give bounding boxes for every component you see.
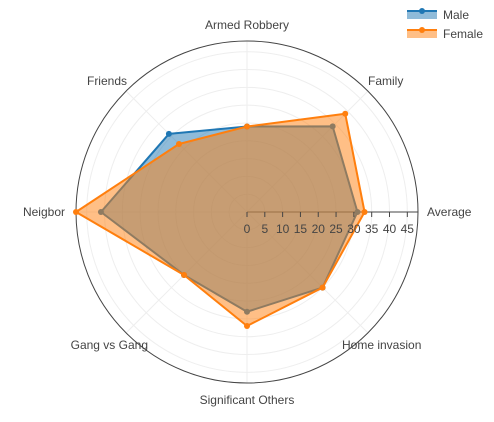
radial-tick-label: 0: [244, 222, 251, 236]
axis-label-family: Family: [368, 74, 403, 88]
radial-tick-label: 30: [347, 222, 361, 236]
data-point-female-7[interactable]: [319, 284, 326, 291]
axis-label-friends: Friends: [87, 74, 127, 88]
data-point-female-4[interactable]: [73, 209, 79, 215]
data-point-female-3[interactable]: [175, 140, 182, 147]
axis-label-neigbor: Neigbor: [23, 205, 65, 219]
data-point-female-1[interactable]: [342, 110, 349, 117]
radial-tick-label: 5: [261, 222, 268, 236]
legend-swatch: [407, 11, 437, 19]
axis-label-armed-robbery: Armed Robbery: [205, 18, 289, 32]
legend-item-male[interactable]: Male: [407, 8, 469, 22]
radial-tick-label: 20: [312, 222, 326, 236]
radial-tick-label: 40: [383, 222, 397, 236]
legend[interactable]: Male Female: [407, 8, 483, 41]
data-point-female-6[interactable]: [244, 323, 250, 329]
legend-label: Male: [443, 8, 469, 22]
legend-label: Female: [443, 27, 483, 41]
data-point-female-2[interactable]: [244, 123, 250, 130]
axis-label-gang-vs-gang: Gang vs Gang: [71, 338, 148, 352]
legend-item-female[interactable]: Female: [407, 27, 483, 41]
axis-label-significant-others: Significant Others: [200, 393, 295, 407]
angular-axis-labels: Average Family Armed Robbery Friends Neigbor…: [23, 18, 472, 407]
axis-label-average: Average: [427, 205, 472, 219]
legend-marker: [419, 27, 425, 33]
legend-marker: [419, 8, 425, 14]
data-point-female-0[interactable]: [361, 209, 368, 215]
radial-tick-label: 10: [276, 222, 290, 236]
radial-tick-label: 35: [365, 222, 379, 236]
data-point-male-3[interactable]: [165, 130, 172, 137]
series-layer: [73, 110, 368, 329]
radial-tick-labels: 0 5 10 15 20 25 30 35 40 45: [244, 212, 415, 236]
axis-label-home-invasion: Home invasion: [342, 338, 421, 352]
radial-tick-label: 25: [329, 222, 343, 236]
data-point-female-5[interactable]: [181, 271, 188, 278]
radial-tick-label: 45: [401, 222, 415, 236]
series-female[interactable]: [73, 110, 368, 329]
radial-tick-label: 15: [294, 222, 308, 236]
legend-swatch: [407, 30, 437, 38]
series-area-female[interactable]: [75, 112, 366, 327]
